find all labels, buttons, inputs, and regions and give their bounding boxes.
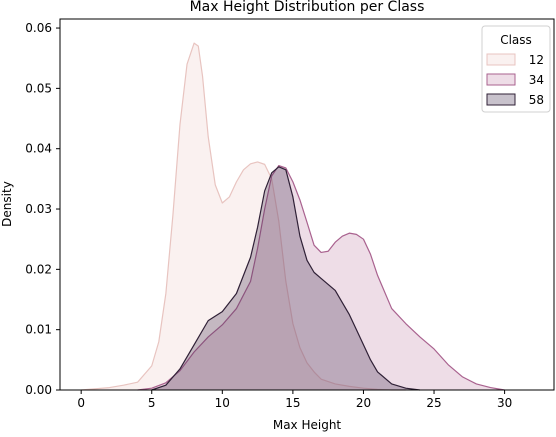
y-axis-label: Density xyxy=(0,181,14,227)
y-tick-label-0.05: 0.05 xyxy=(25,81,52,95)
x-tick-label-20: 20 xyxy=(356,396,371,410)
x-tick-label-25: 25 xyxy=(426,396,441,410)
legend-label-34: 34 xyxy=(529,73,544,87)
x-tick-label-0: 0 xyxy=(77,396,85,410)
legend-swatch-12 xyxy=(487,54,515,65)
legend-swatch-34 xyxy=(487,74,515,85)
legend-label-12: 12 xyxy=(529,53,544,67)
legend-title: Class xyxy=(500,33,532,47)
y-tick-label-0.04: 0.04 xyxy=(25,142,52,156)
x-tick-label-5: 5 xyxy=(148,396,156,410)
plot-layer xyxy=(81,43,504,390)
y-tick-label-0.06: 0.06 xyxy=(25,21,52,35)
legend: Class 12 34 58 xyxy=(482,26,550,112)
y-tick-label-0.02: 0.02 xyxy=(25,262,52,276)
y-tick-label-0.03: 0.03 xyxy=(25,202,52,216)
legend-label-58: 58 xyxy=(529,93,544,107)
x-tick-label-10: 10 xyxy=(215,396,230,410)
x-tick-label-15: 15 xyxy=(285,396,300,410)
chart-title: Max Height Distribution per Class xyxy=(190,0,425,15)
x-axis-label: Max Height xyxy=(273,418,342,432)
y-tick-label-0.01: 0.01 xyxy=(25,323,52,337)
y-tick-label-0.00: 0.00 xyxy=(25,383,52,397)
legend-swatch-58 xyxy=(487,94,515,105)
x-tick-label-30: 30 xyxy=(497,396,512,410)
legend-items: 12 34 58 xyxy=(487,53,544,107)
